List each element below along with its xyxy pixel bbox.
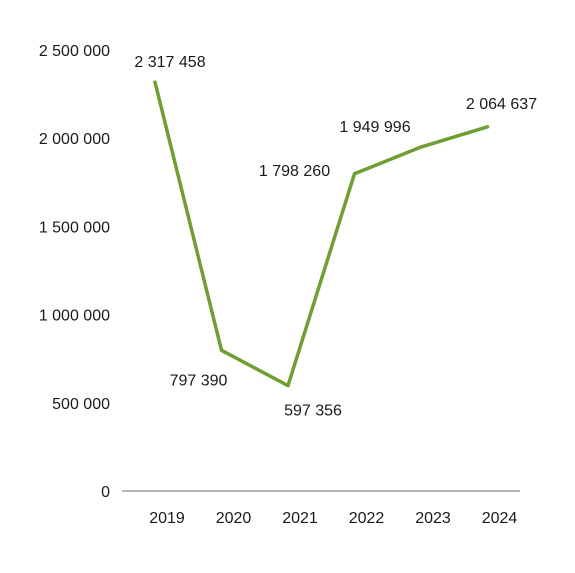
data-label: 597 356 [284,403,342,420]
data-point [419,145,423,149]
y-axis-tick-labels: 0 500 000 1 000 000 1 500 000 2 000 000 2 500… [39,43,110,501]
data-label: 1 949 996 [339,119,410,136]
data-point [286,384,290,388]
x-tick-label: 2021 [282,510,318,527]
data-label: 2 317 458 [134,54,205,71]
data-label: 797 390 [170,372,228,389]
y-tick-label: 2 500 000 [39,43,110,60]
series-line [153,80,490,388]
y-tick-label: 2 000 000 [39,131,110,148]
data-point [352,172,357,176]
x-tick-label: 2020 [216,510,252,527]
data-labels-group: 2 317 458 797 390 597 356 1 798 260 1 949 99… [134,54,537,419]
x-tick-label: 2022 [349,510,385,527]
y-tick-label: 1 500 000 [39,219,110,236]
data-point [485,125,490,129]
data-point [153,80,157,84]
y-tick-label: 1 000 000 [39,308,110,325]
data-point [219,348,224,352]
x-tick-label: 2024 [482,510,518,527]
y-tick-label: 500 000 [52,396,110,413]
x-axis-tick-labels: 2019 2020 2021 2022 2023 2024 [149,510,517,527]
data-label: 1 798 260 [259,163,330,180]
y-tick-label: 0 [101,484,110,501]
data-label: 2 064 637 [466,96,537,113]
x-tick-label: 2019 [149,510,185,527]
series-group [153,80,490,388]
x-tick-label: 2023 [415,510,451,527]
